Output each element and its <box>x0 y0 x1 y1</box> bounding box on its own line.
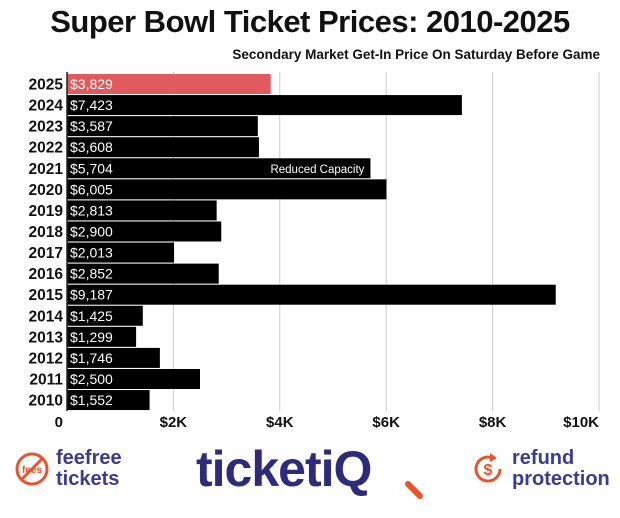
bar-2016 <box>67 263 219 284</box>
bar-2024 <box>67 95 462 116</box>
bar-2014 <box>67 305 143 326</box>
annotation-label: Reduced Capacity <box>270 164 364 176</box>
value-label: $3,829 <box>70 76 113 92</box>
value-label: $2,900 <box>70 223 113 239</box>
y-tick-label: 2024 <box>29 98 64 115</box>
bar-chart: 2025 $3,829 2024 $7,423 2023 $3,587 2022 $3,608… <box>29 72 600 431</box>
x-tick-label: $4K <box>266 414 294 431</box>
bar-2011 <box>67 368 200 389</box>
y-tick-label: 2017 <box>29 245 63 262</box>
value-label: $2,813 <box>70 202 113 218</box>
feefree-text: feefree <box>56 447 122 469</box>
footer-logos: fees feefree tickets ticketiQ $ refund p… <box>0 440 620 513</box>
bar-2010 <box>67 390 150 411</box>
bar-2023 <box>67 116 258 137</box>
value-label: $2,852 <box>70 266 113 282</box>
y-tick-label: 2016 <box>29 266 64 283</box>
y-tick-label: 2018 <box>29 224 64 241</box>
x-tick-label: 0 <box>55 414 63 431</box>
value-label: $9,187 <box>70 287 113 303</box>
value-label: $2,013 <box>70 245 113 261</box>
value-label: $1,425 <box>70 308 113 324</box>
tickets-text: tickets <box>56 468 120 490</box>
x-tick-label: $10K <box>563 414 599 431</box>
value-label: $1,299 <box>70 329 113 345</box>
y-tick-label: 2019 <box>29 203 64 220</box>
chart-title: Super Bowl Ticket Prices: 2010-2025 <box>50 4 570 39</box>
bar-2018 <box>67 221 222 242</box>
y-tick-label: 2012 <box>29 350 63 367</box>
x-tick-label: $8K <box>479 414 507 431</box>
refund-protection-logo[interactable]: $ refund protection <box>470 448 610 490</box>
bar-2013 <box>67 326 137 347</box>
value-label: $5,704 <box>70 160 113 176</box>
value-label: $1,746 <box>70 350 113 366</box>
y-tick-label: 2015 <box>29 287 64 304</box>
chart-subtitle: Secondary Market Get-In Price On Saturda… <box>232 47 600 62</box>
svg-text:$: $ <box>484 462 493 479</box>
bar-2019 <box>67 200 217 221</box>
value-label: $3,587 <box>70 118 113 134</box>
bar-2021 <box>67 158 371 179</box>
y-tick-label: 2025 <box>29 77 64 94</box>
bar-2025 <box>67 74 271 94</box>
y-tick-label: 2013 <box>29 329 64 346</box>
y-tick-label: 2022 <box>29 140 63 157</box>
x-tick-label: $2K <box>160 414 188 431</box>
grid-lines <box>172 72 600 412</box>
y-tick-label: 2011 <box>29 371 63 388</box>
refund-text: refund <box>512 447 575 469</box>
bar-2012 <box>67 347 160 368</box>
ticketiq-text: ticketiQ <box>196 441 371 497</box>
refund-dollar-icon: $ <box>474 453 502 483</box>
protection-text: protection <box>512 468 610 490</box>
value-label: $7,423 <box>70 97 113 113</box>
feefree-tickets-logo[interactable]: fees feefree tickets <box>14 448 122 490</box>
bar-2022 <box>67 137 259 158</box>
y-tick-label: 2023 <box>29 119 64 136</box>
value-label: $1,552 <box>70 392 113 408</box>
y-tick-label: 2014 <box>29 308 64 325</box>
value-label: $2,500 <box>70 371 113 387</box>
bar-2017 <box>67 242 175 263</box>
y-tick-label: 2010 <box>29 393 63 410</box>
value-label: $3,608 <box>70 139 113 155</box>
y-tick-label: 2021 <box>29 161 64 178</box>
x-tick-label: $6K <box>372 414 400 431</box>
y-tick-label: 2020 <box>29 182 63 199</box>
ticketiq-logo[interactable]: ticketiQ <box>196 440 426 518</box>
no-fees-badge-text: fees <box>22 465 42 476</box>
value-label: $6,005 <box>70 181 113 197</box>
ticketiq-wordmark: ticketiQ <box>196 441 423 499</box>
bars <box>67 74 556 411</box>
bar-2020 <box>67 179 387 200</box>
no-fees-icon: fees <box>15 452 49 486</box>
x-axis: 0 $2K $4K $6K $8K $10K <box>55 72 599 431</box>
magnifier-handle-icon <box>405 481 423 499</box>
labels: 2025 $3,829 2024 $7,423 2023 $3,587 2022 $3,608… <box>29 76 365 410</box>
bar-2015 <box>67 284 556 305</box>
